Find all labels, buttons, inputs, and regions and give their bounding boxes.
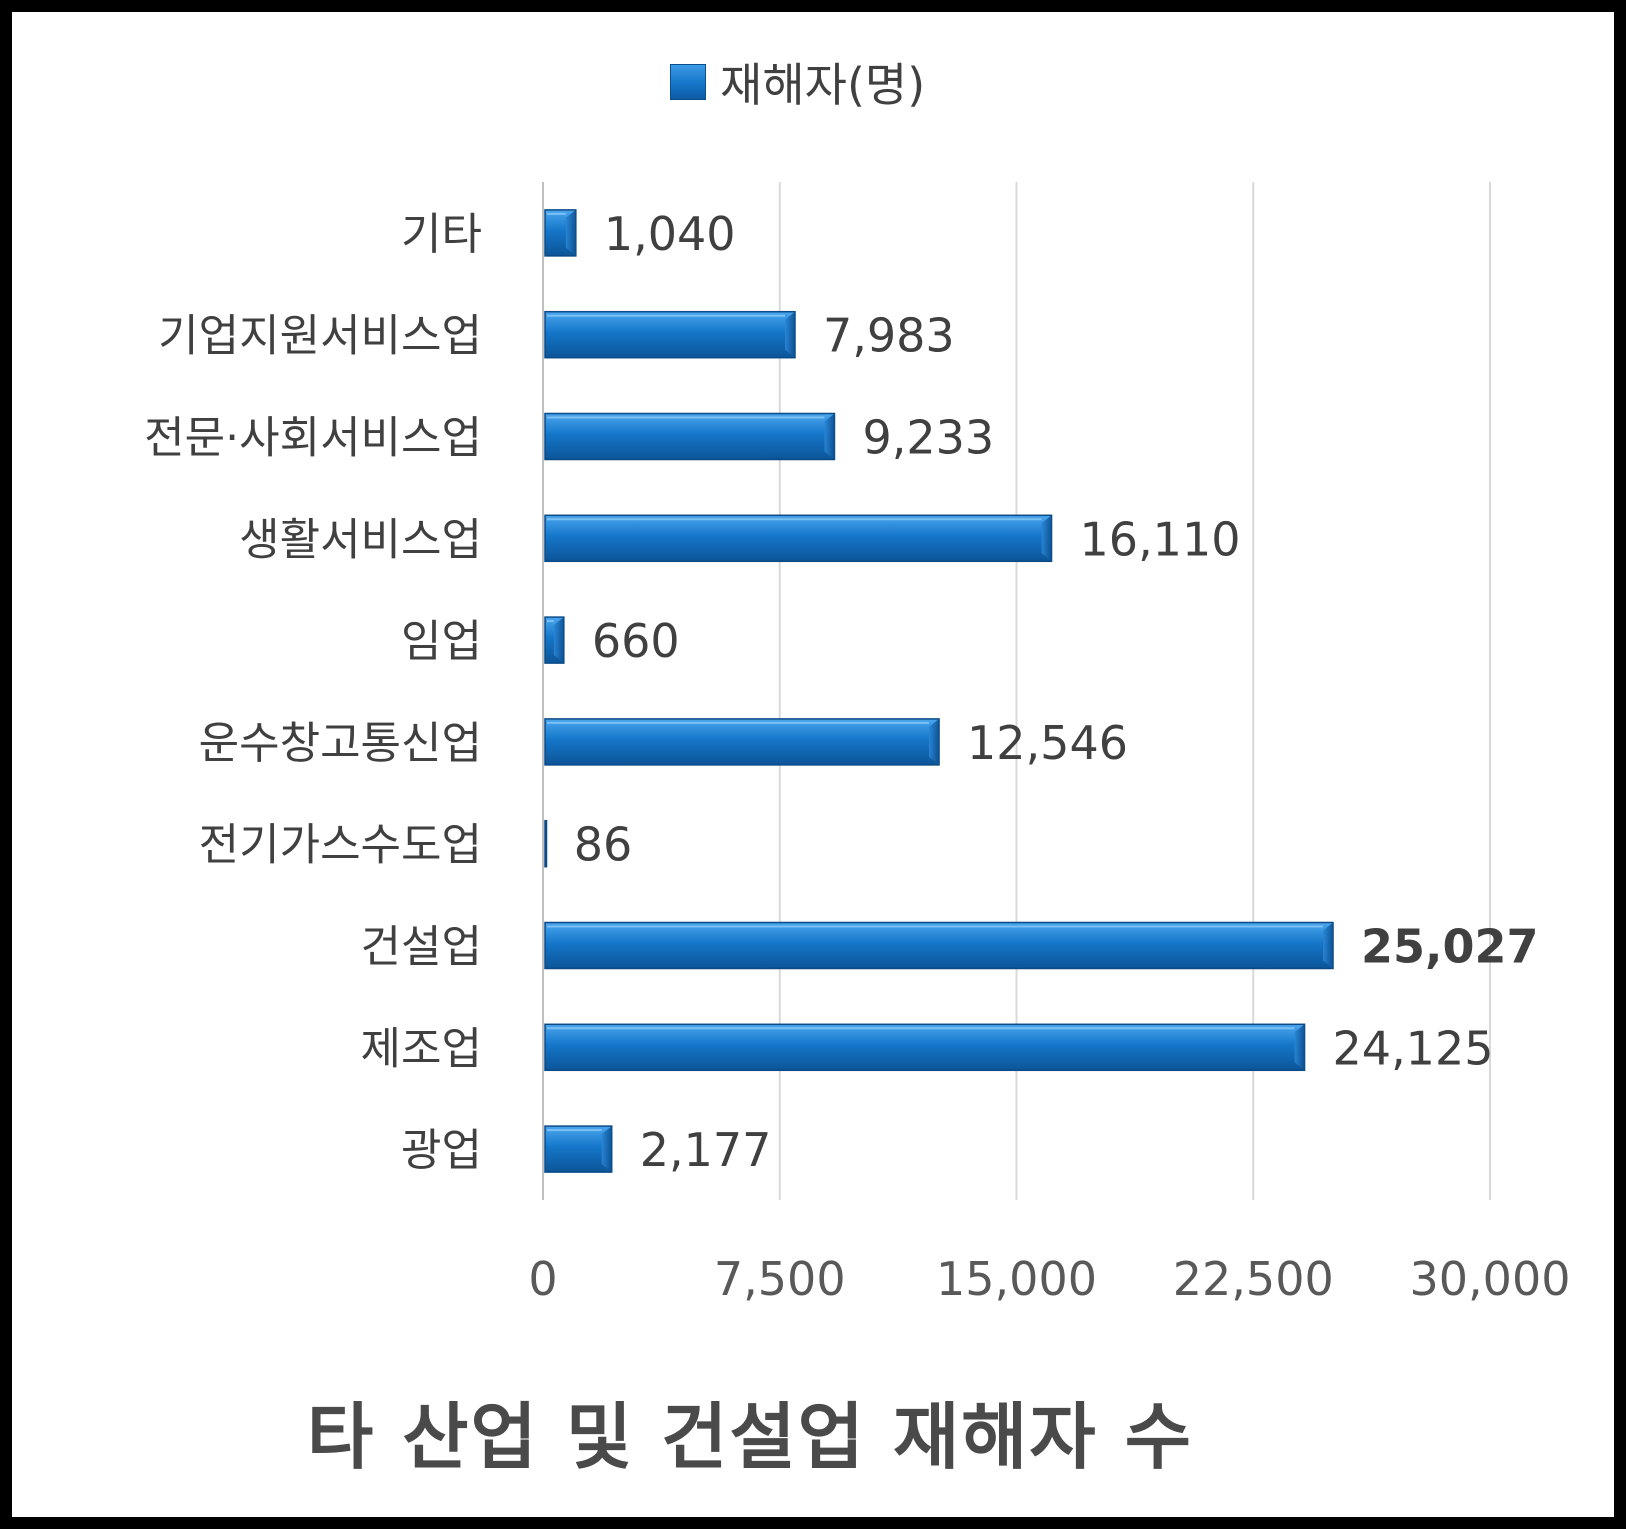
bar-end-cap (553, 617, 564, 664)
category-label: 제조업 (361, 1023, 482, 1074)
bar-생활서비스업 (544, 514, 1053, 563)
category-label: 건설업 (361, 922, 482, 973)
value-label: 16,110 (1080, 512, 1241, 566)
bar-제조업 (544, 1023, 1306, 1072)
value-label: 12,546 (967, 716, 1128, 770)
bar-전기가스수도업 (544, 819, 548, 868)
category-label: 기업지원서비스업 (158, 311, 482, 362)
x-tick-label: 30,000 (1410, 1252, 1571, 1306)
bar-end-cap (1294, 1024, 1305, 1071)
chart-title: 타 산업 및 건설업 재해자 수 (307, 1395, 1193, 1479)
bar-운수창고통신업 (544, 718, 940, 766)
bar-건설업 (544, 921, 1334, 970)
bar-기업지원서비스업 (544, 310, 796, 359)
chart-legend: 재해자(명) (670, 52, 925, 112)
value-label: 660 (592, 614, 680, 668)
x-tick-label: 22,500 (1173, 1252, 1334, 1306)
x-tick-label: 7,500 (714, 1252, 846, 1306)
category-label: 전기가스수도업 (199, 820, 482, 871)
value-label: 86 (574, 818, 633, 872)
value-label: 1,040 (604, 207, 736, 261)
legend-label: 재해자(명) (720, 58, 926, 112)
category-label: 운수창고통신업 (199, 718, 482, 769)
bar-광업 (544, 1125, 613, 1173)
legend-swatch (670, 64, 706, 100)
bar-end-cap (929, 718, 940, 765)
category-label: 임업 (401, 616, 482, 667)
category-label: 생활서비스업 (239, 514, 482, 565)
bar-end-cap (784, 311, 795, 358)
bar-end-cap (601, 1126, 612, 1173)
value-label: 25,027 (1361, 920, 1539, 974)
category-label: 전문·사회서비스업 (144, 413, 482, 464)
value-label: 9,233 (862, 411, 994, 465)
bar-end-cap (1323, 922, 1334, 969)
category-label: 광업 (401, 1125, 482, 1176)
value-label: 2,177 (640, 1123, 772, 1177)
value-label: 7,983 (823, 309, 955, 363)
bar-end-cap (824, 413, 835, 460)
x-tick-label: 0 (528, 1252, 557, 1306)
value-label: 24,125 (1333, 1021, 1494, 1075)
x-tick-label: 15,000 (936, 1252, 1097, 1306)
bar-end-cap (565, 209, 576, 256)
bar-전문·사회서비스업 (544, 412, 836, 461)
bar-end-cap (1041, 515, 1052, 562)
category-label: 기타 (401, 209, 482, 260)
